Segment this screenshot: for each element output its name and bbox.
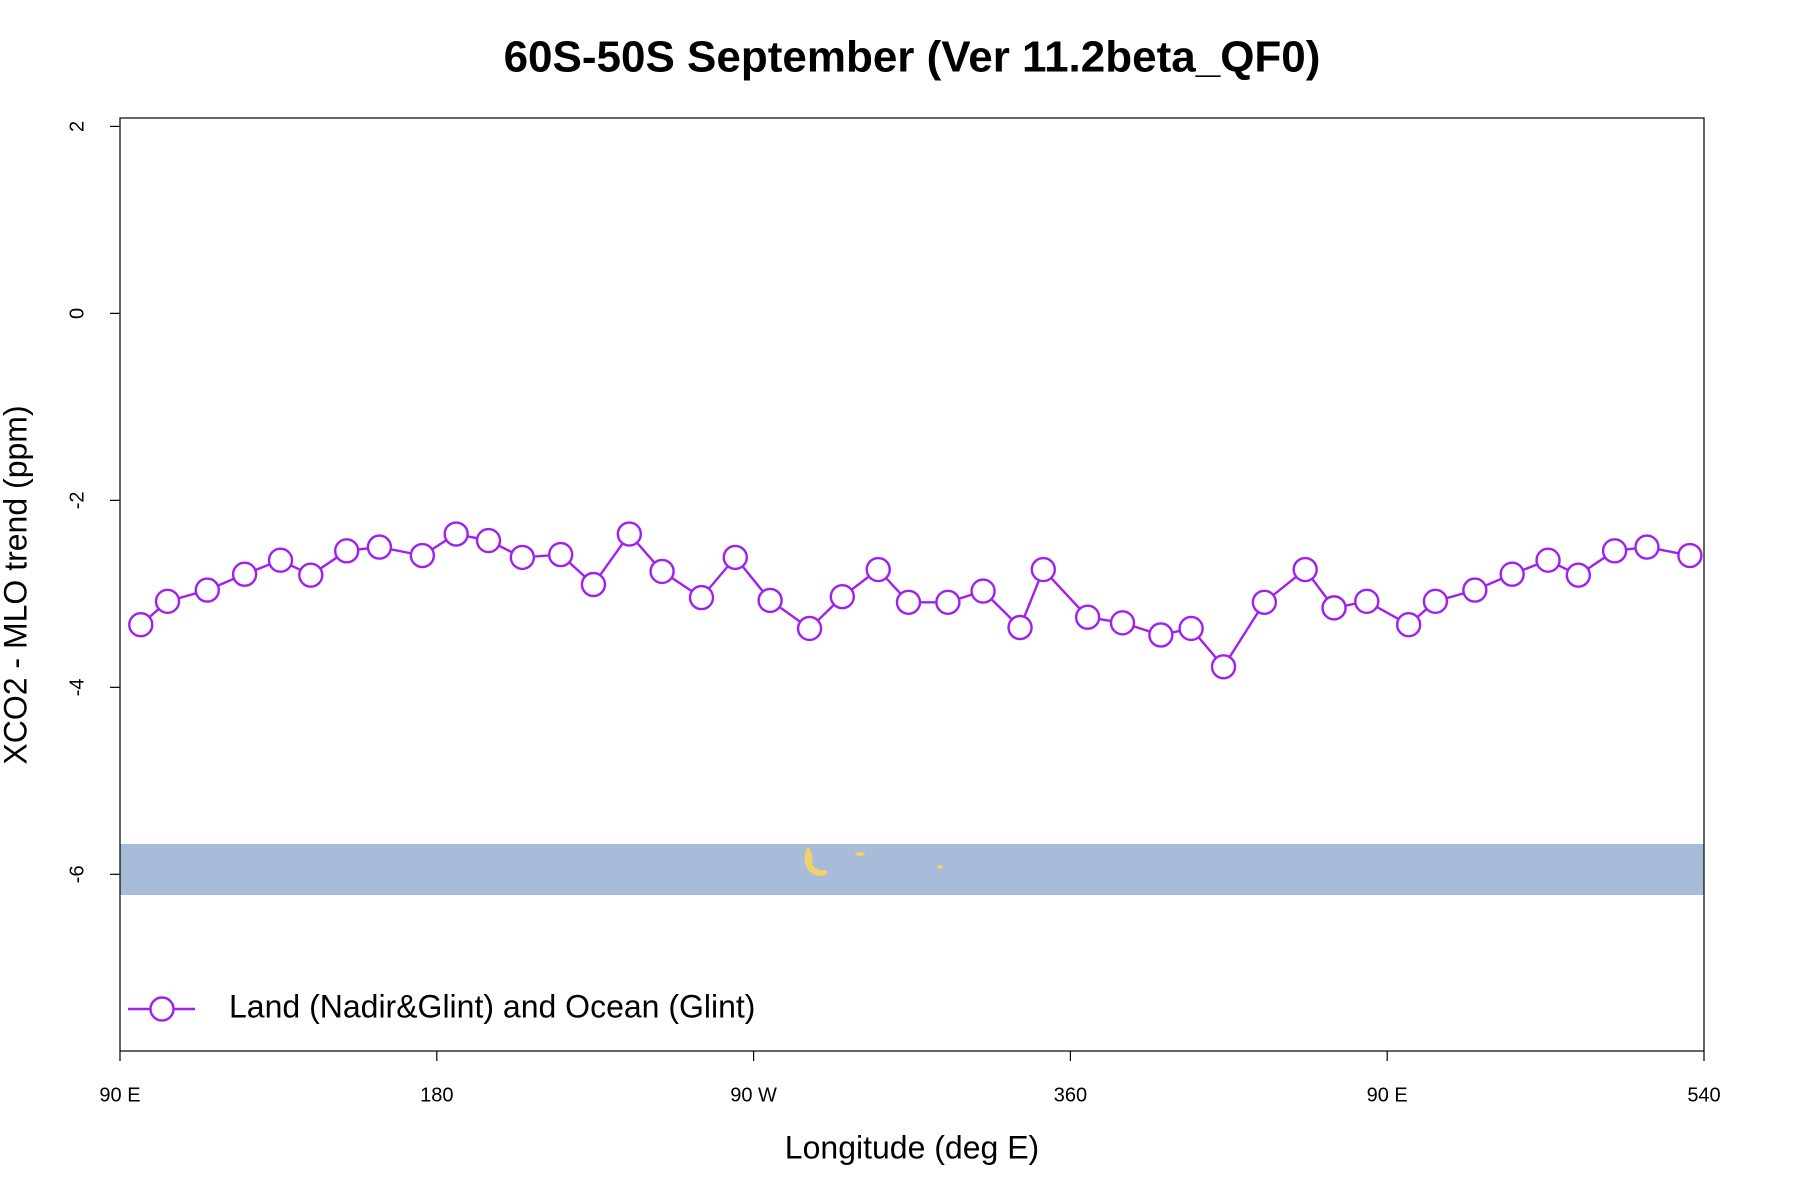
x-tick-label: 360 (1054, 1084, 1087, 1106)
plot-frame (119, 117, 1705, 1052)
data-point (1210, 654, 1237, 680)
data-point (1251, 589, 1278, 615)
y-axis-label: XCO2 - MLO trend (ppm) (0, 405, 33, 764)
data-point (1565, 562, 1592, 588)
data-point (1422, 588, 1449, 615)
data-point (443, 521, 469, 547)
data-point (1109, 610, 1136, 636)
data-point (935, 589, 961, 615)
data-point (865, 556, 891, 583)
data-point (688, 584, 715, 611)
y-tick-label: -4 (66, 678, 88, 696)
data-point (970, 578, 996, 604)
data-point (333, 538, 360, 564)
data-point (580, 571, 607, 598)
data-point (1677, 542, 1703, 569)
y-tick-label: -6 (66, 865, 88, 883)
data-point (649, 558, 675, 585)
data-point (1634, 534, 1660, 560)
data-point (1007, 614, 1033, 641)
data-point (1321, 595, 1347, 621)
data-point (722, 544, 748, 571)
data-point (231, 561, 258, 587)
data-point (366, 534, 393, 560)
data-point (1395, 611, 1422, 638)
data-point (1030, 556, 1056, 583)
x-tick-label: 90 E (1367, 1084, 1408, 1106)
data-point (1074, 604, 1101, 630)
legend-label: Land (Nadir&Glint) and Ocean (Glint) (229, 988, 755, 1024)
data-point (548, 541, 574, 568)
data-point (796, 615, 823, 642)
map-band (120, 844, 1704, 895)
x-tick-label: 90 E (99, 1084, 140, 1106)
x-tick-label: 180 (420, 1084, 453, 1106)
y-tick-label: 2 (66, 121, 88, 132)
data-point (1178, 615, 1204, 642)
data-point (895, 589, 922, 615)
data-point (409, 542, 436, 569)
legend-marker (149, 996, 175, 1022)
data-point (829, 583, 856, 610)
data-point (1601, 538, 1628, 564)
data-point (298, 562, 324, 588)
chart-title: 60S-50S September (Ver 11.2beta_QF0) (504, 33, 1321, 82)
data-point (509, 544, 536, 571)
ocean-band (120, 844, 1704, 895)
data-point (154, 588, 181, 615)
data-point (128, 611, 154, 638)
x-tick-label: 540 (1687, 1084, 1720, 1106)
data-point (475, 527, 502, 554)
data-point (1354, 588, 1380, 615)
data-point (267, 547, 294, 573)
land-patch (855, 852, 865, 856)
data-point (194, 577, 220, 603)
data-point (616, 521, 643, 547)
land-patch (804, 846, 828, 876)
x-tick-label: 90 W (730, 1084, 777, 1106)
data-point (1499, 561, 1525, 587)
y-tick-label: -2 (66, 491, 88, 509)
data-point (757, 587, 783, 614)
land-patch (937, 865, 943, 869)
y-tick-label: 0 (66, 308, 88, 319)
data-point (1292, 556, 1318, 583)
data-point (1535, 547, 1561, 573)
data-point (1148, 622, 1174, 648)
x-axis-label: Longitude (deg E) (785, 1129, 1039, 1165)
data-point (1462, 577, 1488, 603)
